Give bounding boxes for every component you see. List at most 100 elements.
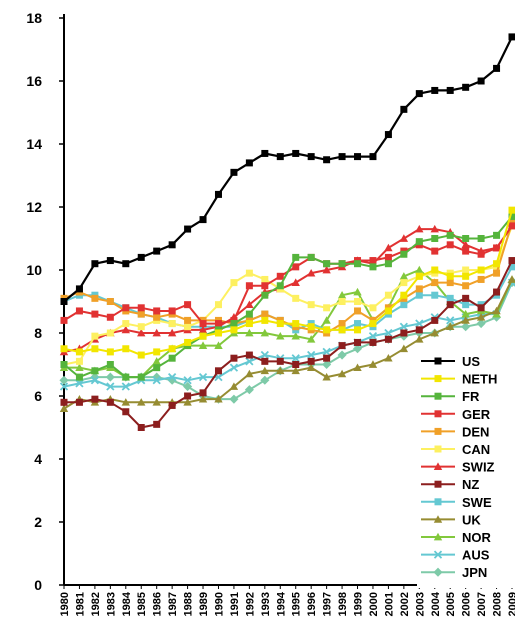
data-point-swe (354, 320, 362, 328)
legend-swatch-marker (433, 515, 443, 523)
data-point-ger (431, 247, 439, 255)
x-tick-label: 1981 (74, 592, 86, 616)
data-point-can (400, 279, 408, 287)
data-point-aus (260, 350, 269, 360)
data-point-nor (276, 331, 285, 340)
x-tick-label: 1992 (244, 592, 256, 616)
data-point-us (153, 247, 161, 255)
data-point-aus (183, 376, 192, 385)
y-axis-ticks: 0 2 4 6 8 10 12 14 16 18 (26, 10, 64, 593)
legend-background (417, 348, 513, 588)
data-point-swe (431, 291, 439, 299)
data-point-swiz (322, 265, 331, 274)
legend-swatch-marker (434, 498, 442, 506)
data-point-den (338, 320, 346, 328)
y-tick-label: 10 (26, 262, 42, 278)
x-tick-label: 1997 (322, 592, 334, 616)
series-uk (59, 275, 515, 412)
y-tick-label: 16 (26, 73, 42, 89)
data-point-us (230, 168, 238, 176)
data-point-can (91, 332, 99, 340)
legend: US NETH FR GER DEN CAN SWIZ NZ SWE UK NOR AUS JPN (417, 348, 513, 588)
data-point-us (446, 86, 454, 94)
data-point-nz (106, 398, 114, 406)
data-point-nor (260, 328, 270, 337)
data-point-uk (245, 369, 254, 378)
data-point-aus (307, 350, 316, 360)
data-point-swiz (121, 325, 130, 334)
x-tick-label: 1984 (121, 591, 133, 616)
data-point-aus (399, 322, 408, 331)
data-point-uk (291, 366, 300, 375)
data-point-nor (245, 328, 254, 337)
data-point-nz (508, 257, 515, 265)
data-point-nor (399, 272, 409, 280)
data-point-neth (75, 348, 83, 356)
data-point-uk (337, 369, 347, 378)
legend-swatch-marker (433, 550, 443, 559)
data-point-swe (415, 291, 423, 299)
data-point-nor (198, 341, 208, 349)
data-point-uk (415, 335, 424, 343)
data-point-ger (91, 310, 99, 318)
legend-swatch-marker (433, 462, 443, 470)
data-point-uk (322, 372, 331, 381)
series-line-swe (63, 266, 513, 331)
data-point-swiz (430, 224, 439, 233)
data-point-us (415, 90, 423, 98)
data-point-nz (153, 420, 161, 428)
data-point-swiz (384, 243, 393, 252)
data-point-aus (59, 382, 69, 391)
data-point-uk (183, 398, 192, 406)
data-point-swiz (167, 328, 177, 337)
data-point-can (230, 279, 238, 287)
data-point-neth (261, 316, 269, 324)
data-point-neth (214, 329, 222, 337)
data-point-aus (368, 332, 378, 341)
data-point-can (75, 357, 83, 365)
data-point-ger (168, 307, 176, 315)
data-point-uk (430, 328, 439, 337)
data-point-den (415, 285, 423, 293)
data-point-jpn (90, 372, 100, 382)
legend-label: UK (462, 512, 481, 527)
data-point-jpn (244, 385, 254, 395)
data-point-us (384, 131, 392, 139)
data-point-nz (60, 398, 68, 406)
data-point-neth (400, 291, 408, 299)
data-point-us (261, 149, 269, 157)
data-point-fr (137, 373, 145, 381)
data-point-ger (245, 282, 253, 290)
data-point-den (137, 310, 145, 318)
data-point-can (369, 304, 377, 312)
y-tick-label: 8 (34, 325, 42, 341)
x-tick-label: 1991 (229, 592, 241, 616)
data-point-can (106, 329, 114, 337)
data-point-neth (245, 320, 253, 328)
data-point-uk (198, 394, 208, 403)
data-point-us (369, 153, 377, 161)
data-point-us (245, 159, 253, 167)
data-point-jpn (229, 394, 239, 404)
legend-item-den: DEN (421, 424, 489, 439)
data-point-swe (508, 263, 515, 271)
x-tick-label: 2006 (461, 592, 473, 616)
data-point-nz (354, 338, 362, 346)
x-tick-label: 2004 (430, 591, 442, 616)
data-point-nz (307, 357, 315, 365)
legend-swatch-marker (434, 445, 442, 453)
legend-item-can: CAN (421, 442, 490, 457)
x-axis-ticks: 1980 1981 1982 1983 1984 1985 1986 1987 1988 1989… (59, 585, 515, 616)
series-nz (60, 257, 515, 431)
data-point-can (184, 323, 192, 331)
data-point-fr (415, 238, 423, 246)
data-point-neth (338, 326, 346, 334)
data-point-neth (477, 266, 485, 274)
x-tick-label: 1993 (260, 592, 272, 616)
data-point-fr (477, 235, 485, 242)
series-line-us (63, 36, 513, 303)
x-tick-label: 1996 (306, 592, 318, 616)
legend-swatch-marker (433, 567, 443, 577)
data-point-neth (91, 345, 99, 353)
